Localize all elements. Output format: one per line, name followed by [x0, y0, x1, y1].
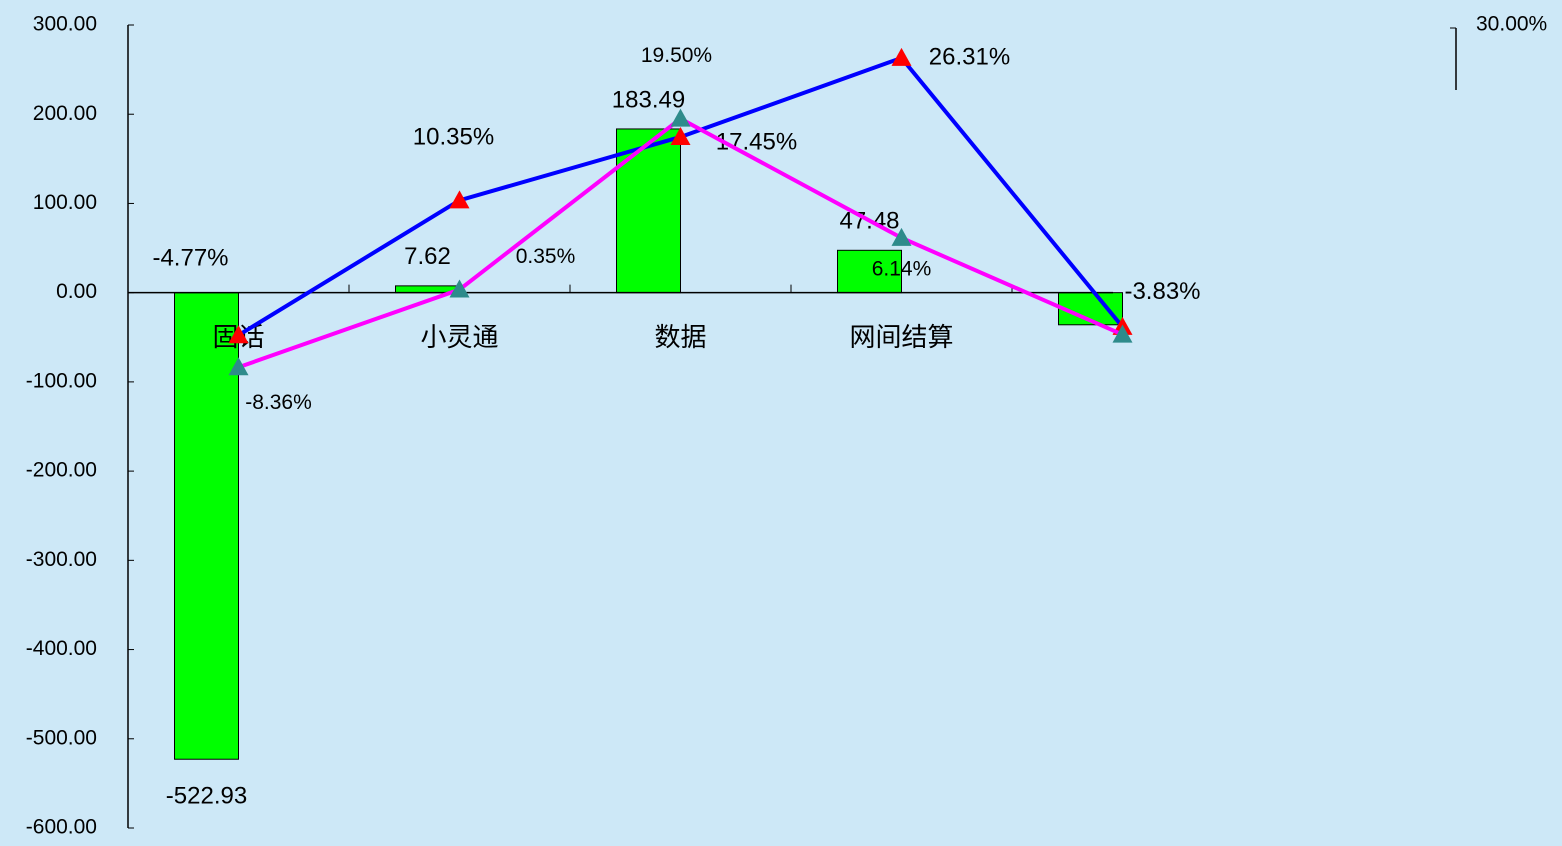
bar-value-label: 183.49 [612, 86, 685, 113]
y-tick-label: 100.00 [33, 191, 97, 214]
y-tick-label: -200.00 [26, 459, 97, 482]
line-value-label: 0.35% [516, 245, 576, 268]
marker [891, 227, 912, 246]
line-value-label: 6.14% [872, 257, 932, 280]
marker [449, 279, 470, 298]
marker [891, 47, 912, 66]
y-tick-label: 300.00 [33, 13, 97, 36]
marker [228, 325, 249, 344]
marker [670, 108, 691, 127]
marker [228, 357, 249, 376]
bar-value-label: 7.62 [404, 243, 451, 270]
y-tick-label: -600.00 [26, 816, 97, 839]
line-value-label: -8.36% [245, 391, 312, 414]
marker [449, 190, 470, 209]
line-value-label: 19.50% [641, 44, 712, 67]
y-tick-label: 0.00 [56, 280, 97, 303]
y-tick-label: -500.00 [26, 726, 97, 749]
line-value-label: -3.83% [1124, 278, 1200, 305]
x-tick-label: 网间结算 [849, 323, 953, 353]
y-tick-label: -100.00 [26, 369, 97, 392]
bar-value-label: -522.93 [166, 783, 247, 810]
marker [670, 126, 691, 145]
x-tick-label: 小灵通 [420, 323, 498, 353]
y-tick-label: -400.00 [26, 637, 97, 660]
y-tick-label: -300.00 [26, 548, 97, 571]
x-tick-label: 数据 [654, 323, 706, 353]
line-value-label: 26.31% [929, 43, 1010, 70]
bar [174, 292, 239, 760]
line-value-label: 17.45% [716, 128, 797, 155]
line-value-label: 10.35% [413, 124, 494, 151]
y2-tick-label: 30.00% [1476, 13, 1547, 36]
y-tick-label: 200.00 [33, 102, 97, 125]
marker [1112, 324, 1133, 343]
line-value-label: -4.77% [152, 245, 228, 272]
